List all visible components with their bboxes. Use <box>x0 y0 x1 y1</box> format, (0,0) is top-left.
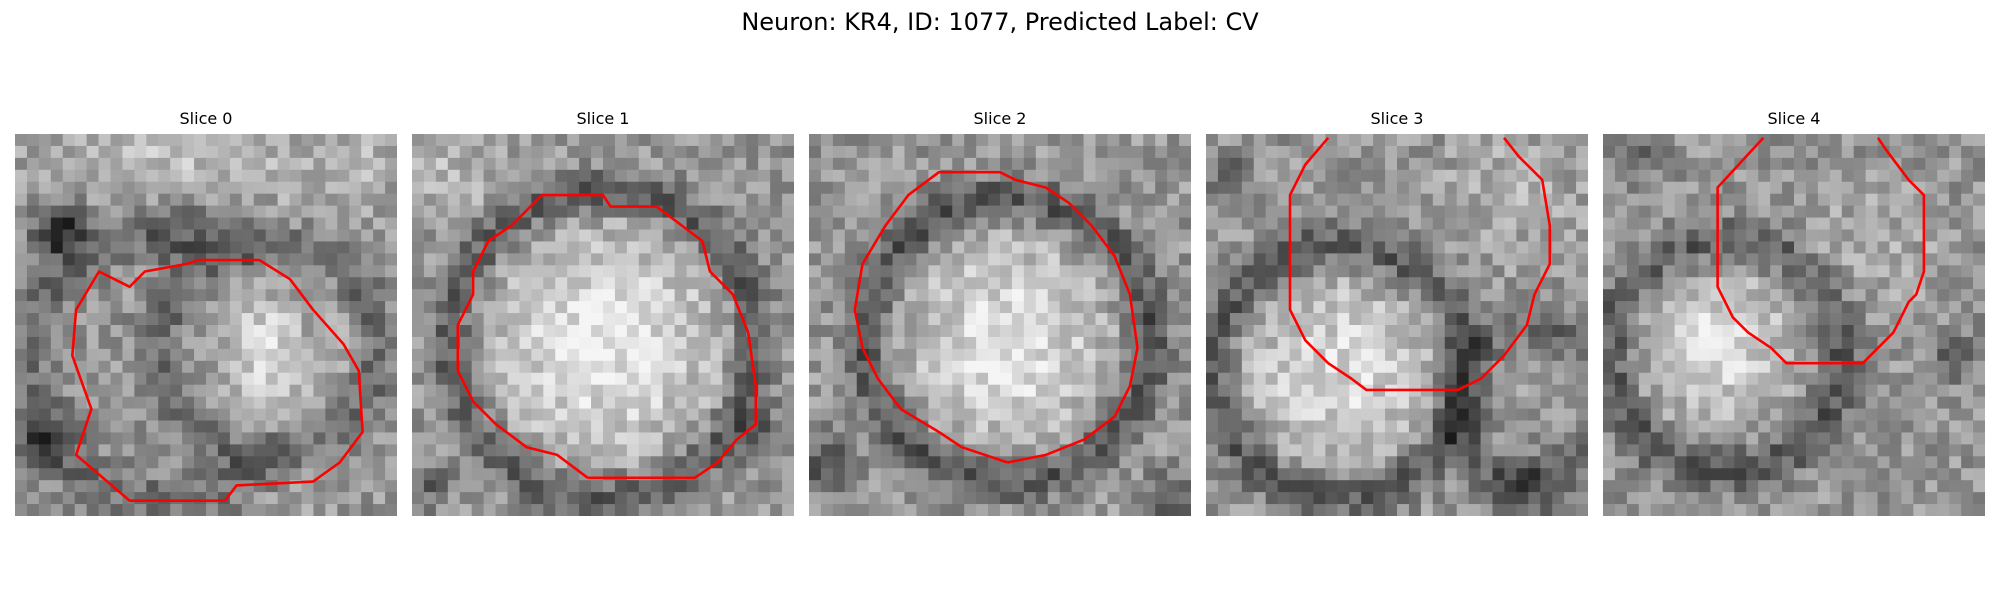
slice-title-4: Slice 4 <box>1767 109 1821 128</box>
slice-image-3 <box>1206 134 1588 516</box>
slice-title-2: Slice 2 <box>973 109 1027 128</box>
slice-title-0: Slice 0 <box>179 109 233 128</box>
segmentation-contour <box>853 170 1139 464</box>
slice-image-1 <box>412 134 794 516</box>
segmentation-contour <box>70 258 364 503</box>
slice-image-2 <box>809 134 1191 516</box>
slice-image-4 <box>1603 134 1985 516</box>
segmentation-contour <box>1288 136 1552 392</box>
slice-image-0 <box>15 134 397 516</box>
slice-title-3: Slice 3 <box>1370 109 1424 128</box>
slice-title-1: Slice 1 <box>576 109 630 128</box>
segmentation-contour <box>1716 136 1926 365</box>
segmentation-contour <box>456 193 758 480</box>
figure-title: Neuron: KR4, ID: 1077, Predicted Label: … <box>741 8 1259 36</box>
